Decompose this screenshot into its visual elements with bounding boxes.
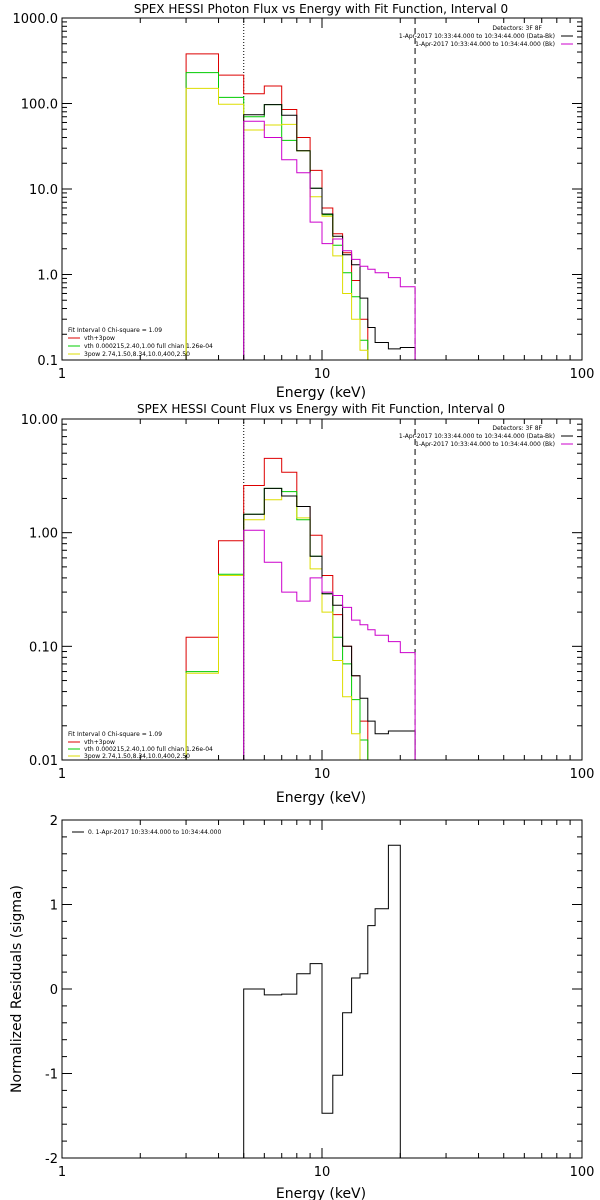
x-axis-label: Energy (keV) [276,790,366,806]
x-axis-label: Energy (keV) [276,1186,366,1200]
vertical-markers [243,419,416,760]
y-tick-label: -2 [45,1152,58,1167]
photon-flux-panel: SPEX HESSI Photon Flux vs Energy with Fi… [13,2,595,401]
y-tick-label: 0.1 [37,354,58,369]
x-tick-label: 10 [314,1165,331,1180]
legend-entry-background: 1-Apr-2017 10:33:44.000 to 10:34:44.000 … [415,441,555,448]
x-tick-label: 100 [570,1165,595,1180]
legend-entry-data: 1-Apr-2017 10:33:44.000 to 10:34:44.000 … [399,433,555,440]
legend-bottom-left: Fit Interval 0 Chi-square = 1.09 vth+3po… [68,327,213,358]
series-line-0 [185,457,376,761]
x-tick-label: 1 [58,367,66,382]
series-line-3 [243,104,416,360]
series-line-3 [243,487,416,760]
legend-top-right: Detectors: 3F 8F 1-Apr-2017 10:33:44.000… [399,425,573,448]
legend-header: Detectors: 3F 8F [492,425,542,432]
fit-legend-total: vth+3pow [84,335,115,342]
axes: 1 10 100 0.01 0.10 1.00 10.00 [21,413,595,782]
x-tick-label: 1 [58,767,66,782]
series-line-0 [185,53,376,361]
fit-legend-powerlaw: 3pow 2.74,1.50,8.34,10.0,400,2.50 [84,753,190,760]
axes: 1 10 100 0.1 1.0 10.0 100.0 1000.0 [13,12,595,382]
vertical-markers [243,18,416,360]
legend-entry-data: 1-Apr-2017 10:33:44.000 to 10:34:44.000 … [399,33,555,40]
y-tick-label: 0.01 [29,754,58,769]
fit-legend-header: Fit Interval 0 Chi-square = 1.09 [68,731,162,738]
x-tick-label: 10 [314,367,331,382]
series-line-2 [185,87,369,360]
y-tick-label: 1000.0 [13,12,59,27]
legend-top-right: Detectors: 3F 8F 1-Apr-2017 10:33:44.000… [399,25,573,48]
fit-legend-powerlaw: 3pow 2.74,1.50,8.34,10.0,400,2.50 [84,351,190,358]
y-tick-label: 2 [50,814,58,829]
series-line-0 [243,844,401,1158]
y-tick-label: 10.00 [21,413,58,428]
series-group [185,457,416,761]
chart-title: SPEX HESSI Count Flux vs Energy with Fit… [137,402,505,416]
fit-legend-thermal: vth 0.000215,2.40,1.00 full chian 1.26e-… [84,746,213,753]
y-tick-label: 1.00 [29,527,58,542]
y-tick-label: 0.10 [29,640,58,655]
y-tick-label: 1.0 [37,269,58,284]
x-tick-label: 100 [570,767,595,782]
series-line-4 [243,120,416,360]
fit-legend-thermal: vth 0.000215,2.40,1.00 full chian 1.26e-… [84,343,213,350]
series-line-4 [243,529,416,760]
series-line-1 [185,72,376,361]
fit-legend-total: vth+3pow [84,739,115,746]
y-tick-label: 1 [50,899,58,914]
y-tick-label: 100.0 [21,98,58,113]
series-line-2 [185,495,368,761]
y-axis-label: Normalized Residuals (sigma) [9,885,25,1093]
chart-title: SPEX HESSI Photon Flux vs Energy with Fi… [134,2,508,16]
legend-entry-residual: 0. 1-Apr-2017 10:33:44.000 to 10:34:44.0… [88,829,221,836]
residuals-panel: 1 10 100 -2 -1 0 1 2 Normalized Residuals (sigm… [9,814,594,1200]
legend-header: Detectors: 3F 8F [492,25,542,32]
y-tick-label: -1 [45,1068,58,1083]
x-tick-label: 1 [58,1165,66,1180]
series-line-1 [185,487,369,760]
series-group [185,53,416,361]
legend-bottom-left: Fit Interval 0 Chi-square = 1.09 vth+3po… [68,731,213,760]
y-tick-label: 0 [50,983,58,998]
x-axis-label: Energy (keV) [276,385,366,401]
y-tick-label: 10.0 [29,183,58,198]
legend-entry-background: 1-Apr-2017 10:33:44.000 to 10:34:44.000 … [415,41,555,48]
count-flux-panel: SPEX HESSI Count Flux vs Energy with Fit… [21,402,595,806]
axes: 1 10 100 -2 -1 0 1 2 [45,814,594,1180]
fit-legend-header: Fit Interval 0 Chi-square = 1.09 [68,327,162,334]
x-tick-label: 100 [570,367,595,382]
x-tick-label: 10 [314,767,331,782]
series-group [243,844,401,1158]
legend-top-left: 0. 1-Apr-2017 10:33:44.000 to 10:34:44.0… [72,829,221,836]
